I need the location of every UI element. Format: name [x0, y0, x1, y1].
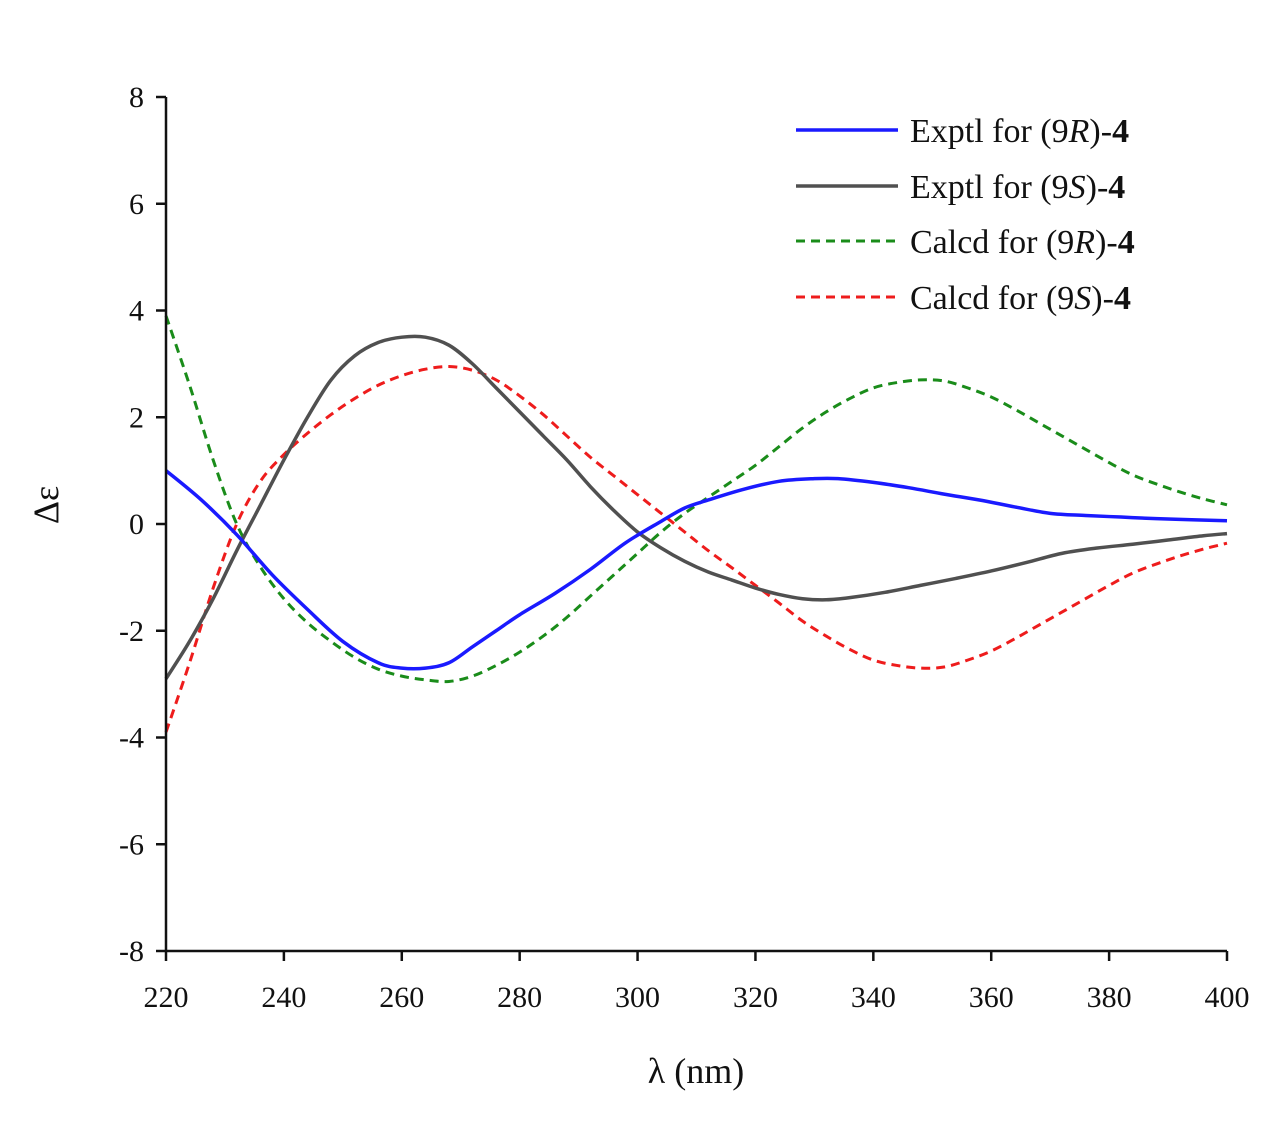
legend-config: R [1073, 224, 1095, 261]
legend-compound: 4 [1118, 224, 1135, 261]
series-line-3 [164, 365, 1228, 733]
y-tick-label: 4 [129, 295, 144, 328]
series-line-0 [164, 469, 1228, 671]
x-tick-label: 300 [615, 981, 660, 1014]
y-tick-label: -8 [119, 935, 144, 968]
y-tick-label: -4 [119, 722, 144, 755]
legend-config: R [1068, 113, 1090, 150]
y-tick-label: 0 [129, 508, 144, 541]
legend-prefix: Calcd for (9 [910, 280, 1074, 317]
legend-suffix: )- [1091, 280, 1114, 317]
legend-label-0: Exptl for (9R)-4 [910, 113, 1129, 150]
y-axis-title: Δε [26, 486, 66, 524]
plot-area [164, 315, 1228, 733]
legend-label-2: Calcd for (9R)-4 [910, 224, 1135, 261]
x-tick-label: 220 [144, 981, 189, 1014]
legend-label-3: Calcd for (9S)-4 [910, 280, 1131, 317]
x-axis-title: λ (nm) [648, 1051, 744, 1091]
x-tick-label: 240 [261, 981, 306, 1014]
legend-label-1: Exptl for (9S)-4 [910, 169, 1125, 206]
y-tick-label: -6 [119, 828, 144, 861]
x-tick-label: 320 [733, 981, 778, 1014]
legend-compound: 4 [1108, 169, 1125, 206]
axes: 220 240 260 280 300 320 340 360 380 400 8 6 4 2 0 -2 -4 -… [119, 81, 1250, 1014]
x-tick-label: 340 [851, 981, 896, 1014]
y-tick-label: -2 [119, 615, 144, 648]
y-tick-label: 8 [129, 81, 144, 114]
legend-suffix: )- [1095, 224, 1118, 261]
y-tick-label: 6 [129, 188, 144, 221]
y-tick-label: 2 [129, 401, 144, 434]
x-tick-label: 380 [1087, 981, 1132, 1014]
legend-suffix: )- [1086, 169, 1109, 206]
legend-prefix: Exptl for (9 [910, 113, 1069, 150]
x-tick-label: 280 [497, 981, 542, 1014]
x-tick-label: 360 [969, 981, 1014, 1014]
legend-config: S [1074, 280, 1091, 317]
x-tick-label: 260 [379, 981, 424, 1014]
legend-compound: 4 [1114, 280, 1131, 317]
legend-suffix: )- [1089, 113, 1112, 150]
legend-config: S [1069, 169, 1086, 206]
x-tick-label: 400 [1205, 981, 1250, 1014]
legend-compound: 4 [1112, 113, 1129, 150]
series-line-2 [164, 315, 1228, 684]
legend-prefix: Calcd for (9 [910, 224, 1074, 261]
series-line-1 [164, 334, 1228, 680]
legend-prefix: Exptl for (9 [910, 169, 1069, 206]
